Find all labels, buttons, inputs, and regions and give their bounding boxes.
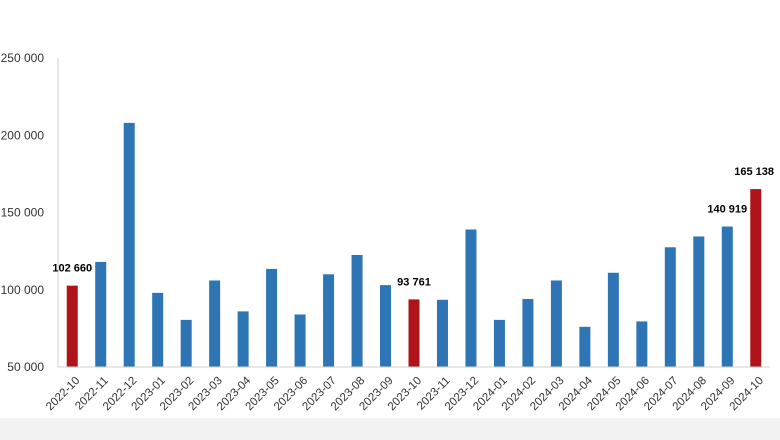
bar-2024-06 — [636, 321, 648, 367]
y-tick-label: 200 000 — [1, 128, 45, 142]
y-axis: 50 000 100 000 150 000 200 000 250 000 — [1, 51, 59, 374]
y-tick-label: 100 000 — [1, 283, 45, 297]
bar-2023-03 — [209, 280, 221, 367]
bar-2022-11 — [95, 261, 107, 367]
bar-2023-10 — [408, 299, 420, 367]
bar-2024-09 — [721, 226, 733, 367]
bar-2024-01 — [493, 319, 505, 367]
bar-2024-02 — [522, 299, 534, 367]
data-label: 140 919 — [707, 204, 747, 216]
y-tick-label: 250 000 — [1, 51, 45, 65]
x-axis: 2022-102022-112022-122023-012023-022023-… — [44, 366, 770, 413]
bar-2023-08 — [351, 254, 363, 367]
data-label: 165 138 — [734, 166, 774, 178]
bar-2023-09 — [380, 285, 392, 367]
data-label: 102 660 — [52, 263, 92, 275]
bar-2024-07 — [664, 247, 676, 367]
bar-2024-03 — [550, 280, 562, 367]
bar-2024-10 — [750, 189, 762, 367]
bar-2022-10 — [66, 285, 78, 367]
bar-2023-05 — [266, 268, 278, 367]
bar-2023-06 — [294, 314, 306, 367]
y-tick-label: 50 000 — [7, 360, 44, 374]
data-label: 93 761 — [397, 276, 431, 288]
footer-band — [0, 418, 780, 440]
bar-2023-04 — [237, 311, 249, 367]
bar-2023-07 — [323, 274, 335, 367]
bars — [66, 122, 762, 367]
bar-2023-01 — [152, 292, 164, 367]
data-labels: 102 660 93 761 140 919 165 138 — [52, 166, 774, 288]
bar-2024-08 — [693, 236, 705, 367]
y-tick-label: 150 000 — [1, 206, 45, 220]
bar-2023-11 — [436, 299, 448, 367]
bar-2022-12 — [123, 122, 135, 367]
bar-2023-12 — [465, 229, 477, 367]
bar-2023-02 — [180, 319, 192, 367]
bar-2024-04 — [579, 326, 591, 367]
bar-2024-05 — [607, 272, 619, 367]
